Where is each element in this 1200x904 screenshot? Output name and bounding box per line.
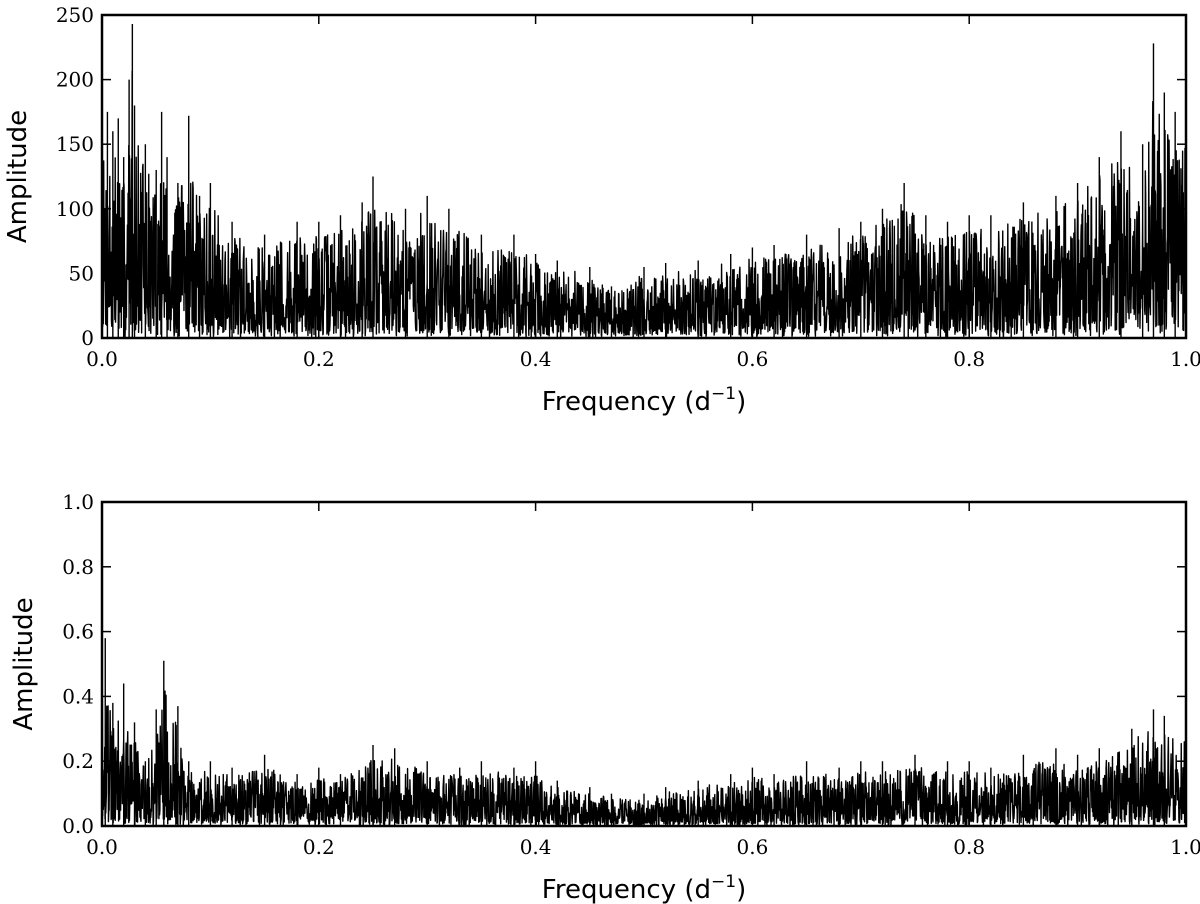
x-tick-label: 0.6: [736, 835, 768, 859]
y-axis-label: Amplitude: [3, 110, 33, 243]
amplitude-spectrum-line: [102, 24, 1186, 338]
x-tick-label: 0.0: [86, 835, 118, 859]
y-tick-label: 0.2: [62, 749, 94, 773]
y-tick-label: 0.8: [62, 555, 94, 579]
x-axis-label: Frequency (d−1): [542, 872, 746, 904]
y-axis-label: Amplitude: [9, 597, 39, 730]
y-tick-label: 0.4: [62, 684, 94, 708]
x-tick-label: 0.4: [520, 347, 552, 371]
x-tick-label: 0.2: [303, 347, 335, 371]
x-axis-label: Frequency (d−1): [542, 384, 746, 417]
x-tick-label: 0.4: [520, 835, 552, 859]
x-tick-label: 0.8: [953, 835, 985, 859]
x-tick-label: 0.6: [736, 347, 768, 371]
x-tick-label: 1.0: [1170, 347, 1200, 371]
axes-frame: [100, 13, 1188, 340]
y-tick-label: 150: [56, 132, 94, 156]
y-tick-label: 1.0: [62, 490, 94, 514]
x-tick-label: 0.0: [86, 347, 118, 371]
y-tick-label: 0.0: [62, 814, 94, 838]
x-tick-label: 0.8: [953, 347, 985, 371]
amplitude-spectrum-line: [102, 638, 1186, 826]
y-tick-label: 50: [69, 261, 94, 285]
y-tick-label: 250: [56, 3, 94, 27]
y-tick-label: 0: [81, 326, 94, 350]
axes-frame: [100, 500, 1188, 828]
y-tick-label: 0.6: [62, 620, 94, 644]
x-tick-label: 1.0: [1170, 835, 1200, 859]
x-tick-label: 0.2: [303, 835, 335, 859]
top-periodogram-panel: 0.0 0.2 0.4 0.6 0.8 1.0 0 50 100 150 200 250 Frequen…: [3, 3, 1200, 417]
bottom-periodogram-panel: 0.0 0.2 0.4 0.6 0.8 1.0 0.0 0.2 0.4 0.6 0.8 1.0 Freq…: [9, 490, 1200, 904]
y-tick-label: 200: [56, 68, 94, 92]
y-tick-label: 100: [56, 197, 94, 221]
